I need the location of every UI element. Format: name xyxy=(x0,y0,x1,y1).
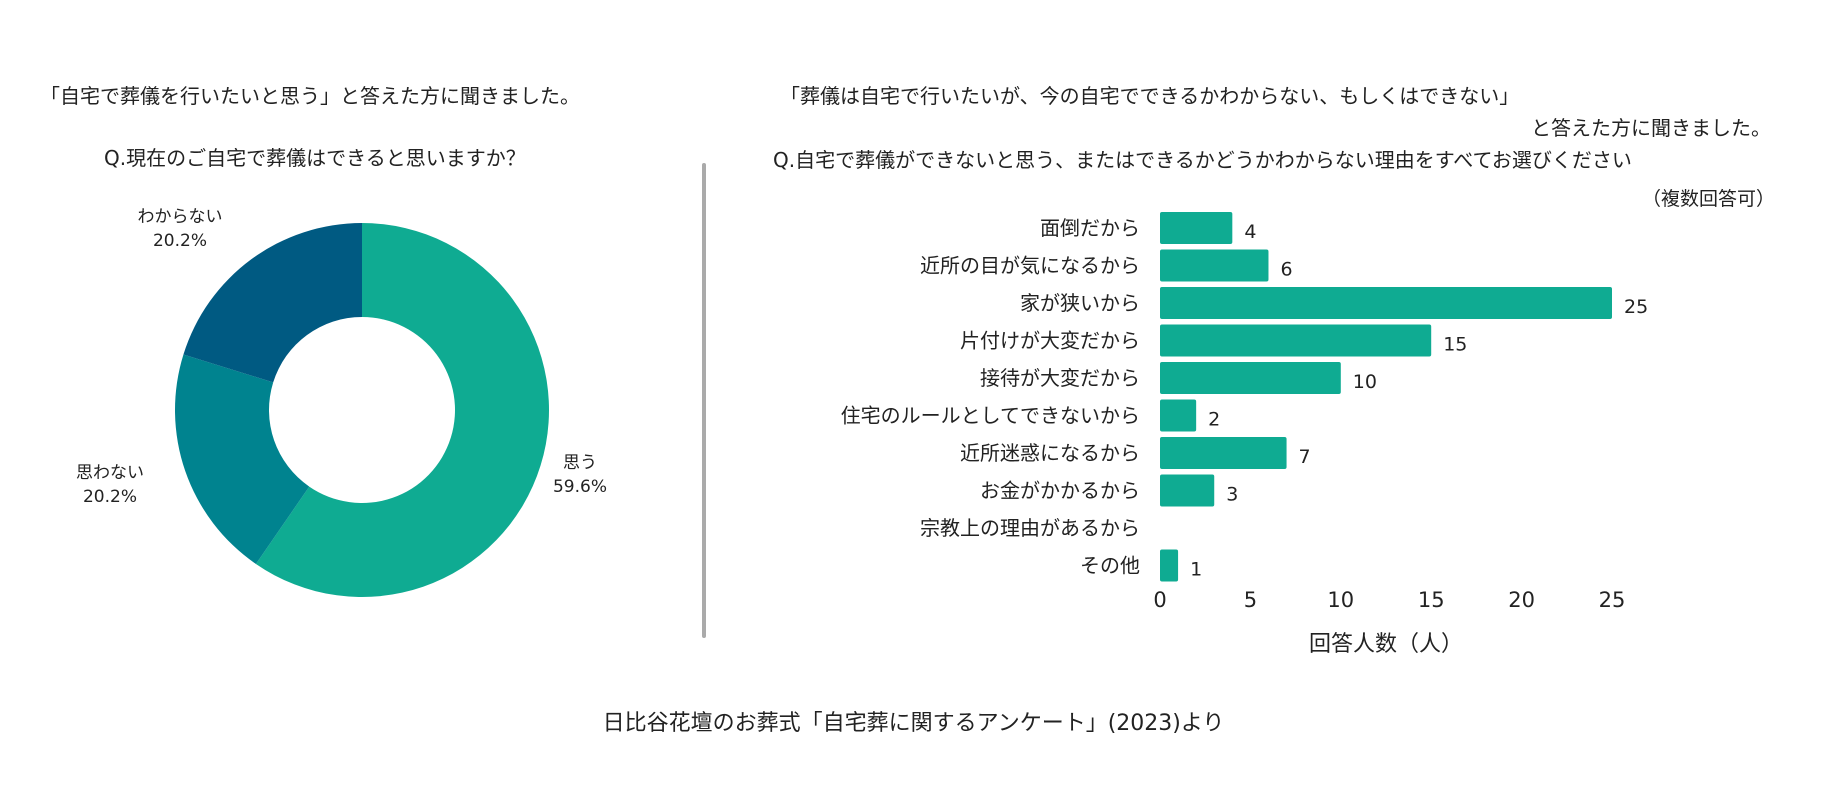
donut-slice-value: 20.2% xyxy=(83,487,137,507)
bar-value-label: 25 xyxy=(1624,296,1648,318)
bar xyxy=(1160,437,1287,469)
bar-category-label: 近所迷惑になるから xyxy=(960,441,1140,465)
x-tick-label: 0 xyxy=(1153,588,1166,612)
bar xyxy=(1160,212,1233,244)
bar xyxy=(1160,399,1197,432)
right-intro-line2: と答えた方に聞きました。 xyxy=(1531,116,1771,140)
bar-value-label: 2 xyxy=(1208,409,1220,431)
x-tick-label: 25 xyxy=(1599,588,1626,612)
bar xyxy=(1160,324,1432,357)
bar-value-label: 10 xyxy=(1353,371,1377,393)
donut-slice-value: 59.6% xyxy=(553,477,607,497)
donut-slice xyxy=(183,223,362,383)
left-question: Q.現在のご自宅で葬儀はできると思いますか？ xyxy=(104,146,526,170)
donut-slice xyxy=(255,223,549,597)
bar-value-label: 4 xyxy=(1244,221,1256,243)
bar-category-label: その他 xyxy=(1080,554,1140,578)
x-tick-label: 5 xyxy=(1244,588,1257,612)
donut-slice xyxy=(174,354,310,565)
bar xyxy=(1160,549,1179,582)
x-tick-label: 20 xyxy=(1508,588,1535,612)
right-intro-line1: 「葬儀は自宅で行いたいが、今の自宅でできるかわからない、もしくはできない」 xyxy=(780,84,1520,108)
bar-category-label: 面倒だから xyxy=(1040,216,1140,240)
bar-category-label: 接待が大変だから xyxy=(980,366,1140,390)
x-tick-label: 10 xyxy=(1327,588,1354,612)
donut-slice-label: わからない xyxy=(138,207,223,227)
bar-value-label: 1 xyxy=(1190,559,1202,581)
bar xyxy=(1160,474,1215,507)
bar-category-label: 近所の目が気になるから xyxy=(920,254,1140,278)
bar-value-label: 7 xyxy=(1299,446,1311,468)
panel-divider xyxy=(702,163,706,638)
donut-slice-label: 思わない xyxy=(76,463,144,483)
bar-category-label: お金がかかるから xyxy=(980,479,1140,503)
bar-category-label: 家が狭いから xyxy=(1020,291,1140,315)
multiple-answer-note: （複数回答可） xyxy=(1641,188,1775,210)
donut-chart: 思う 59.6% 思わない 20.2% わからない 20.2% xyxy=(76,207,607,597)
bar-category-label: 片付けが大変だから xyxy=(960,329,1140,353)
bar xyxy=(1160,362,1341,394)
source-footer: 日比谷花壇のお葬式「自宅葬に関するアンケート」(2023)より xyxy=(602,711,1225,736)
bar-value-label: 15 xyxy=(1443,334,1467,356)
bar-category-label: 宗教上の理由があるから xyxy=(920,516,1140,540)
x-tick-label: 15 xyxy=(1418,588,1445,612)
bar-value-label: 6 xyxy=(1280,259,1292,281)
bar xyxy=(1160,287,1612,319)
donut-slice-label: 思う xyxy=(563,453,597,473)
donut-slice-value: 20.2% xyxy=(153,231,207,251)
left-intro-text: 「自宅で葬儀を行いたいと思う」と答えた方に聞きました。 xyxy=(40,84,580,108)
bar xyxy=(1160,249,1269,282)
bar-value-label: 3 xyxy=(1226,484,1238,506)
bar-category-label: 住宅のルールとしてできないから xyxy=(841,404,1140,428)
x-axis-title: 回答人数（人） xyxy=(1309,632,1463,657)
right-question: Q.自宅で葬儀ができないと思う、またはできるかどうかわからない理由をすべてお選び… xyxy=(773,148,1632,172)
